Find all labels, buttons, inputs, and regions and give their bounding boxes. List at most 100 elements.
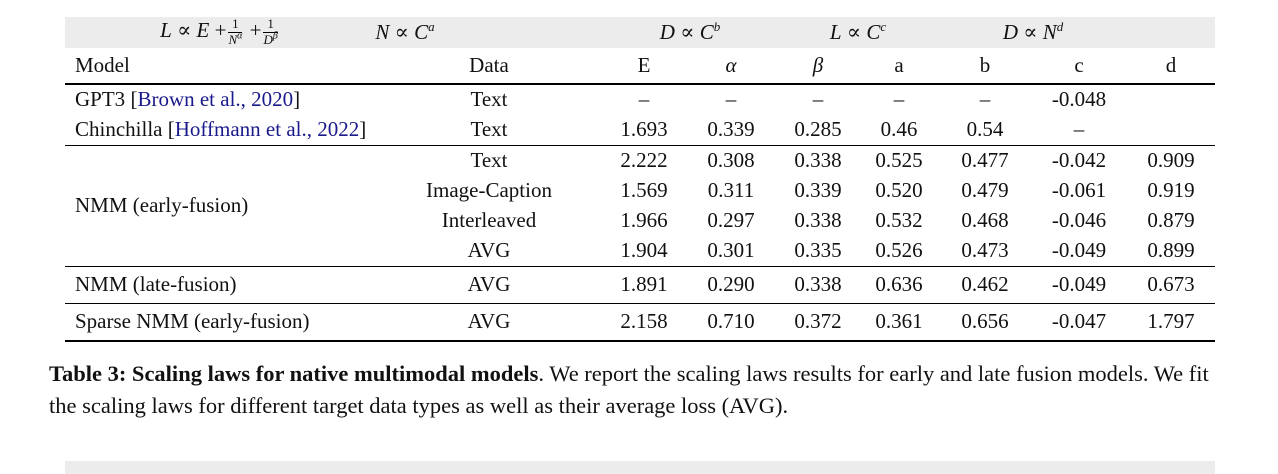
- math-var: L: [160, 17, 172, 42]
- cell-E: 1.569: [620, 178, 668, 203]
- cell-d: 0.879: [1147, 208, 1195, 233]
- model-cell: Chinchilla [Hoffmann et al., 2022]: [75, 117, 367, 142]
- cell-c: -0.047: [1051, 309, 1107, 334]
- section-baselines: GPT3 [Brown et al., 2020] Text – – – – –…: [65, 84, 1215, 146]
- cell-a: 0.46: [880, 117, 918, 142]
- cell-alpha: 0.710: [707, 309, 755, 334]
- formula-empty-cell: [1127, 17, 1216, 48]
- cell-b: 0.473: [961, 238, 1009, 263]
- cell-alpha: 0.339: [707, 117, 755, 142]
- cell-E: 1.966: [620, 208, 668, 233]
- plus-symbol: +: [214, 17, 227, 42]
- cell-b: 0.54: [966, 117, 1004, 142]
- cell-a: –: [893, 87, 905, 112]
- cell-c: -0.048: [1051, 87, 1107, 112]
- next-table-header-band: [65, 461, 1215, 474]
- fraction: 1 Dβ: [263, 16, 278, 48]
- table-row-early-image-caption: Image-Caption 1.569 0.311 0.339 0.520 0.…: [65, 176, 1215, 206]
- cell-beta: 0.335: [794, 238, 842, 263]
- cell-beta: 0.338: [794, 208, 842, 233]
- col-header-alpha: α: [725, 52, 737, 77]
- formula-header-row: L ∝ E +1 Nα +1 Dβ N ∝ Ca D ∝ Cb L: [65, 16, 1216, 48]
- cell-d: 0.899: [1147, 238, 1195, 263]
- citation-link[interactable]: Brown et al., 2020: [137, 87, 294, 112]
- cell-c: -0.042: [1051, 148, 1107, 173]
- col-header-beta: β: [812, 52, 824, 77]
- col-header-c: c: [1074, 52, 1084, 77]
- cell-beta: 0.338: [794, 148, 842, 173]
- col-header-b: b: [979, 52, 991, 77]
- cell-c: –: [1073, 117, 1085, 142]
- cell-b: 0.479: [961, 178, 1009, 203]
- formula-n-vs-c: N ∝ Ca: [375, 17, 603, 48]
- cell-d: 1.797: [1147, 309, 1195, 334]
- cell-beta: –: [812, 87, 824, 112]
- cell-a: 0.361: [875, 309, 923, 334]
- cell-d: [1127, 115, 1215, 146]
- table-row-early-text: NMM (early-fusion) Text 2.222 0.308 0.33…: [65, 145, 1215, 217]
- bracket: [: [167, 117, 175, 142]
- table-row-late-fusion: NMM (late-fusion) AVG 1.891 0.290 0.338 …: [65, 266, 1215, 303]
- fraction: 1 Nα: [228, 16, 243, 48]
- table-row-gpt3: GPT3 [Brown et al., 2020] Text – – – – –…: [65, 84, 1215, 115]
- citation-link[interactable]: Hoffmann et al., 2022: [174, 117, 360, 142]
- plus-symbol: +: [249, 17, 262, 42]
- cell-a: 0.532: [875, 208, 923, 233]
- cell-b: 0.462: [961, 272, 1009, 297]
- scaling-laws-table: L ∝ E +1 Nα +1 Dβ N ∝ Ca D ∝ Cb L: [65, 16, 1216, 342]
- column-header-row: Model Data E α β a b c d: [65, 48, 1215, 84]
- data-cell: Text: [470, 87, 508, 112]
- cell-alpha: 0.297: [707, 208, 755, 233]
- fraction-numerator: 1: [228, 16, 243, 33]
- fraction-denominator: Dβ: [263, 30, 278, 47]
- cell-c: -0.061: [1051, 178, 1107, 203]
- cell-E: 1.891: [620, 272, 668, 297]
- cell-E: 1.904: [620, 238, 668, 263]
- cell-beta: 0.372: [794, 309, 842, 334]
- fraction-denominator: Nα: [228, 30, 243, 47]
- section-sparse: Sparse NMM (early-fusion) AVG 2.158 0.71…: [65, 303, 1216, 341]
- data-cell: Text: [470, 148, 508, 173]
- data-cell: Image-Caption: [426, 178, 552, 203]
- cell-a: 0.520: [875, 178, 923, 203]
- cell-E: 1.693: [620, 117, 668, 142]
- section-early-fusion: NMM (early-fusion) Text 2.222 0.308 0.33…: [65, 145, 1216, 267]
- table-row-early-avg: AVG 1.904 0.301 0.335 0.526 0.473 -0.049…: [65, 236, 1215, 267]
- cell-alpha: 0.311: [707, 178, 755, 203]
- model-cell: GPT3 [Brown et al., 2020]: [75, 87, 301, 112]
- cell-c: -0.049: [1051, 238, 1107, 263]
- cell-a: 0.636: [875, 272, 923, 297]
- bracket: ]: [359, 117, 367, 142]
- cell-alpha: 0.290: [707, 272, 755, 297]
- col-header-d: d: [1165, 52, 1177, 77]
- cell-c: -0.049: [1051, 272, 1107, 297]
- cell-b: –: [979, 87, 991, 112]
- cell-beta: 0.339: [794, 178, 842, 203]
- cell-b: 0.477: [961, 148, 1009, 173]
- cell-E: 2.158: [620, 309, 668, 334]
- data-cell: Interleaved: [441, 208, 537, 233]
- formula-loss: L ∝ E +1 Nα +1 Dβ: [65, 16, 375, 48]
- data-cell: AVG: [467, 272, 511, 297]
- col-header-model: Model: [75, 52, 130, 77]
- cell-E: –: [638, 87, 650, 112]
- cell-alpha: 0.301: [707, 238, 755, 263]
- col-header-a: a: [894, 52, 904, 77]
- bracket: ]: [293, 87, 301, 112]
- cell-beta: 0.285: [794, 117, 842, 142]
- caption-bold-lead: Table 3: Scaling laws for native multimo…: [49, 361, 539, 386]
- data-cell: AVG: [467, 238, 511, 263]
- formula-d-vs-c: D ∝ Cb: [603, 17, 777, 48]
- section-late-fusion: NMM (late-fusion) AVG 1.891 0.290 0.338 …: [65, 266, 1216, 303]
- formula-d-vs-n: D ∝ Nd: [939, 17, 1128, 48]
- cell-d: [1127, 84, 1215, 115]
- cell-d: 0.919: [1147, 178, 1195, 203]
- data-cell: Text: [470, 117, 508, 142]
- formula-l-vs-c: L ∝ Cc: [777, 17, 940, 48]
- bracket: [: [130, 87, 138, 112]
- cell-b: 0.468: [961, 208, 1009, 233]
- caption-text: . We report the scaling laws results for…: [49, 361, 1209, 418]
- model-cell: Sparse NMM (early-fusion): [75, 309, 310, 334]
- cell-c: -0.046: [1051, 208, 1107, 233]
